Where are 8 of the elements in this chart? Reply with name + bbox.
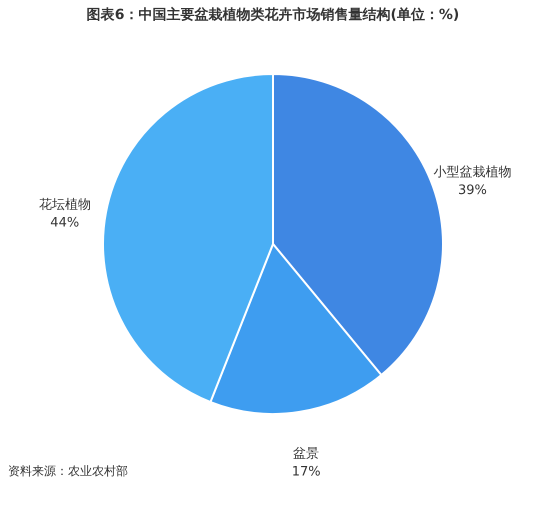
data-label: 17% <box>292 464 321 480</box>
slice-label: 盆景 <box>293 446 320 462</box>
data-label: 44% <box>50 215 80 230</box>
text: 资料来源：农业农村部 <box>8 464 128 478</box>
data-label: 39% <box>458 183 487 198</box>
slice-label: 小型盆栽植物 <box>433 165 512 180</box>
slice-label: 花坛植物 <box>38 197 91 212</box>
chart-title: 图表6：中国主要盆栽植物类花卉市场销售量结构(单位：%) <box>86 6 460 23</box>
